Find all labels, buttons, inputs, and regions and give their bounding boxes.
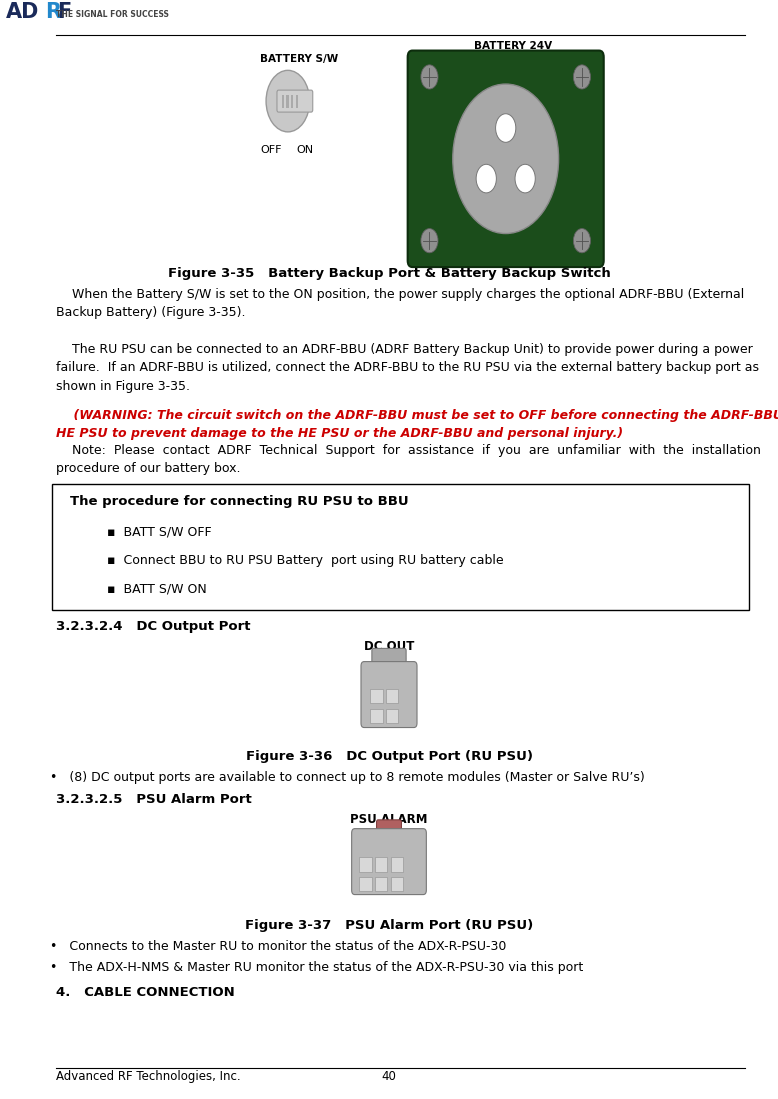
FancyBboxPatch shape	[361, 662, 417, 728]
FancyBboxPatch shape	[372, 648, 406, 673]
Bar	[386, 689, 398, 703]
Circle shape	[476, 165, 496, 193]
Text: DC OUT
+27V: DC OUT +27V	[364, 640, 414, 669]
Text: •   (8) DC output ports are available to connect up to 8 remote modules (Master : • (8) DC output ports are available to c…	[50, 771, 644, 785]
Bar	[375, 877, 387, 891]
Text: ▪  BATT S/W OFF: ▪ BATT S/W OFF	[107, 525, 211, 539]
FancyBboxPatch shape	[296, 95, 298, 108]
Text: Note:  Please  contact  ADRF  Technical  Support  for  assistance  if  you  are : Note: Please contact ADRF Technical Supp…	[56, 444, 761, 476]
Circle shape	[573, 229, 591, 253]
Text: ON: ON	[296, 145, 314, 155]
Circle shape	[421, 229, 438, 253]
Text: Figure 3-36   DC Output Port (RU PSU): Figure 3-36 DC Output Port (RU PSU)	[246, 750, 532, 763]
Bar	[391, 877, 403, 891]
Text: ▪  Connect BBU to RU PSU Battery  port using RU battery cable: ▪ Connect BBU to RU PSU Battery port usi…	[107, 554, 503, 567]
Text: 40: 40	[381, 1069, 397, 1083]
Text: Advanced RF Technologies, Inc.: Advanced RF Technologies, Inc.	[56, 1069, 240, 1083]
FancyBboxPatch shape	[277, 90, 313, 112]
Circle shape	[266, 70, 310, 132]
FancyBboxPatch shape	[377, 820, 401, 840]
Bar	[359, 877, 372, 891]
Text: 3.2.3.2.5   PSU Alarm Port: 3.2.3.2.5 PSU Alarm Port	[56, 793, 252, 807]
FancyBboxPatch shape	[408, 51, 604, 267]
Text: Figure 3-35   Battery Backup Port & Battery Backup Switch: Figure 3-35 Battery Backup Port & Batter…	[167, 267, 611, 280]
Text: F: F	[58, 2, 72, 22]
Circle shape	[496, 113, 516, 143]
Text: OFF: OFF	[260, 145, 282, 155]
Text: (WARNING: The circuit switch on the ADRF-BBU must be set to OFF before connectin: (WARNING: The circuit switch on the ADRF…	[56, 409, 778, 441]
Bar	[370, 709, 383, 723]
FancyBboxPatch shape	[282, 95, 284, 108]
Text: ▪  BATT S/W ON: ▪ BATT S/W ON	[107, 582, 206, 596]
Circle shape	[421, 65, 438, 89]
FancyBboxPatch shape	[286, 95, 289, 108]
Text: The RU PSU can be connected to an ADRF-BBU (ADRF Battery Backup Unit) to provide: The RU PSU can be connected to an ADRF-B…	[56, 343, 759, 392]
Bar	[370, 689, 383, 703]
Text: The procedure for connecting RU PSU to BBU: The procedure for connecting RU PSU to B…	[70, 495, 408, 508]
Bar	[386, 709, 398, 723]
Bar	[391, 857, 403, 872]
Bar	[359, 857, 372, 872]
Text: Figure 3-37   PSU Alarm Port (RU PSU): Figure 3-37 PSU Alarm Port (RU PSU)	[245, 919, 533, 932]
Text: THE SIGNAL FOR SUCCESS: THE SIGNAL FOR SUCCESS	[56, 10, 169, 19]
Text: AD: AD	[6, 2, 40, 22]
Text: •   Connects to the Master RU to monitor the status of the ADX-R-PSU-30: • Connects to the Master RU to monitor t…	[50, 940, 506, 953]
Circle shape	[573, 65, 591, 89]
Bar	[375, 857, 387, 872]
Text: 4.   CABLE CONNECTION: 4. CABLE CONNECTION	[56, 986, 235, 999]
FancyBboxPatch shape	[52, 484, 749, 610]
Circle shape	[515, 165, 535, 193]
FancyBboxPatch shape	[352, 829, 426, 895]
Text: BATTERY S/W: BATTERY S/W	[261, 54, 338, 64]
FancyBboxPatch shape	[291, 95, 293, 108]
Text: BATTERY 24V: BATTERY 24V	[475, 41, 552, 51]
Text: 3.2.3.2.4   DC Output Port: 3.2.3.2.4 DC Output Port	[56, 620, 251, 633]
Text: R: R	[45, 2, 61, 22]
Text: PSU ALARM: PSU ALARM	[350, 813, 428, 826]
Circle shape	[453, 85, 559, 234]
Text: When the Battery S/W is set to the ON position, the power supply charges the opt: When the Battery S/W is set to the ON po…	[56, 288, 745, 320]
Text: •   The ADX-H-NMS & Master RU monitor the status of the ADX-R-PSU-30 via this po: • The ADX-H-NMS & Master RU monitor the …	[50, 961, 583, 974]
